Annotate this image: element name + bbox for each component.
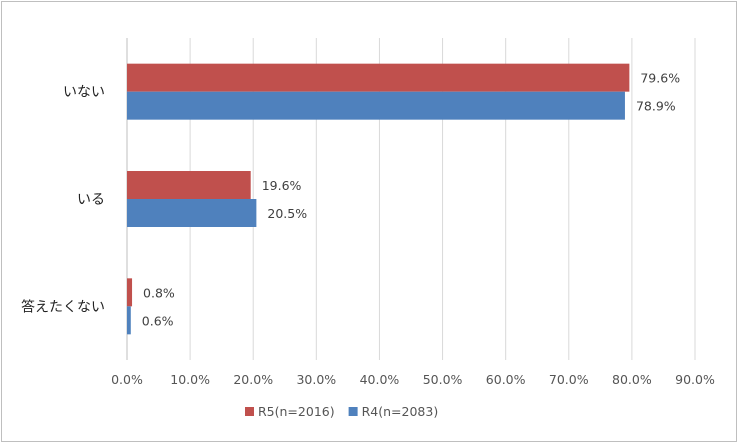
x-tick-label: 90.0% bbox=[675, 372, 715, 387]
bar bbox=[127, 306, 131, 335]
category-label: いる bbox=[77, 192, 105, 208]
data-label: 78.9% bbox=[636, 99, 676, 114]
x-tick-label: 0.0% bbox=[111, 372, 143, 387]
data-label: 0.6% bbox=[142, 313, 174, 328]
x-tick-label: 80.0% bbox=[612, 372, 652, 387]
x-tick-label: 50.0% bbox=[423, 372, 463, 387]
legend-swatch bbox=[245, 407, 254, 416]
bar bbox=[127, 278, 133, 307]
legend-swatch bbox=[348, 407, 358, 416]
x-tick-label: 70.0% bbox=[549, 372, 589, 387]
bar bbox=[127, 199, 257, 227]
data-label: 19.6% bbox=[262, 178, 302, 193]
legend-label: R5(n=2016) bbox=[258, 404, 335, 419]
bar bbox=[127, 63, 630, 92]
data-label: 0.8% bbox=[143, 285, 175, 300]
x-tick-label: 30.0% bbox=[296, 372, 336, 387]
x-tick-label: 60.0% bbox=[486, 372, 526, 387]
legend-label: R4(n=2083) bbox=[362, 404, 439, 419]
category-label: いない bbox=[63, 85, 105, 101]
x-tick-label: 10.0% bbox=[170, 372, 210, 387]
data-label: 20.5% bbox=[267, 206, 307, 221]
bar bbox=[127, 171, 251, 199]
bar bbox=[127, 91, 625, 120]
x-tick-label: 40.0% bbox=[360, 372, 400, 387]
category-label: 答えたくない bbox=[21, 298, 105, 315]
data-label: 79.6% bbox=[640, 71, 680, 86]
x-tick-label: 20.0% bbox=[233, 372, 273, 387]
